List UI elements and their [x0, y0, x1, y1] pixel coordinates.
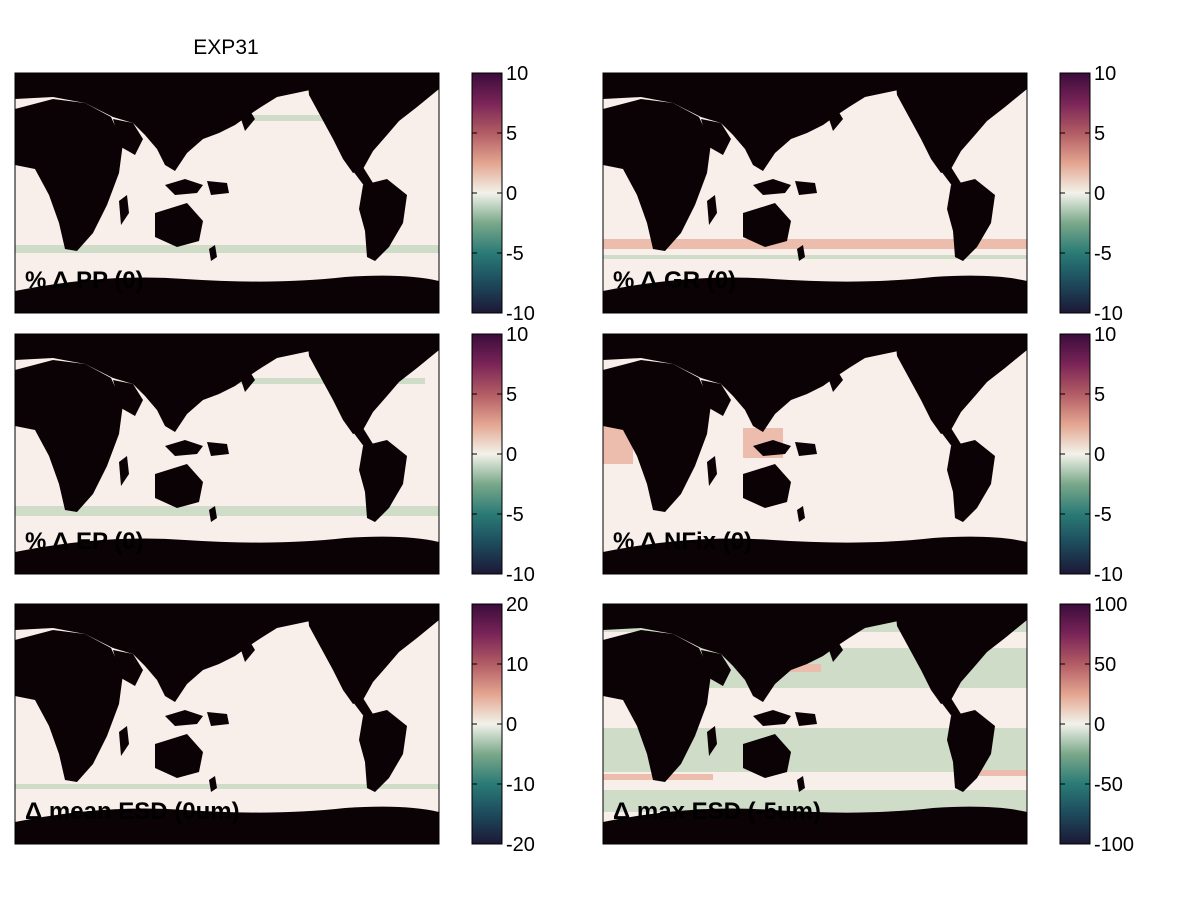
- anomaly-band: [603, 239, 1027, 249]
- colorbar-tick-label: -10: [506, 564, 535, 586]
- colorbar-tick-label: -10: [506, 303, 535, 325]
- anomaly-band: [973, 770, 1027, 776]
- colorbar-tick-label: -10: [1094, 303, 1123, 325]
- anomaly-band: [15, 245, 439, 253]
- colorbar-tick-label: -100: [1094, 834, 1134, 856]
- colorbar-tick-label: 10: [1094, 324, 1116, 346]
- map-panel: Δ mean ESD (0um): [14, 603, 440, 845]
- colorbar-tick-label: 10: [506, 654, 528, 676]
- map-frame: [14, 603, 440, 845]
- colorbar-tick-label: -5: [506, 243, 524, 265]
- colorbar: 100 50 0 -50 -100: [1059, 594, 1134, 856]
- colorbar-tick-label: 20: [506, 594, 528, 616]
- colorbar-tick-label: 5: [506, 123, 517, 145]
- anomaly-band: [603, 255, 1027, 259]
- map-panel: % Δ EP (0): [14, 333, 440, 575]
- colorbar: 10 5 0 -5 -10: [1059, 324, 1123, 586]
- colorbar-tick-label: -10: [506, 774, 535, 796]
- colorbar-tick-label: -10: [1094, 564, 1123, 586]
- anomaly-band: [15, 784, 439, 789]
- anomaly-band: [15, 506, 439, 516]
- map-panel: % Δ NFix (0): [602, 333, 1028, 575]
- colorbar-tick-label: -5: [1094, 504, 1112, 526]
- colorbar-tick-label: 5: [506, 384, 517, 406]
- map-frame: [602, 333, 1028, 575]
- colorbar-tick-label: 0: [506, 714, 517, 736]
- map-panel: % Δ PP (0): [14, 72, 440, 314]
- colorbar-tick-label: 0: [506, 444, 517, 466]
- panel-label: % Δ EP (0): [25, 528, 144, 555]
- colorbar-tick-label: 0: [1094, 183, 1105, 205]
- panel-label: % Δ PP (0): [25, 267, 144, 294]
- anomaly-band: [165, 378, 425, 384]
- colorbar-tick-label: 0: [1094, 714, 1105, 736]
- anomaly-band: [165, 115, 365, 121]
- map-panel: Δ max ESD (-5um): [602, 603, 1028, 845]
- map-frame: [602, 603, 1028, 845]
- map-frame: [14, 72, 440, 314]
- panel-label: Δ mean ESD (0um): [25, 798, 240, 825]
- colorbar-tick-label: 10: [506, 63, 528, 85]
- panel-label: % Δ NFix (0): [613, 528, 752, 555]
- colorbar-tick-label: 50: [1094, 654, 1116, 676]
- map-frame: [14, 333, 440, 575]
- map-frame: [602, 72, 1028, 314]
- colorbar: 10 5 0 -5 -10: [471, 63, 535, 325]
- colorbar-tick-label: 5: [1094, 384, 1105, 406]
- colorbar: 20 10 0 -10 -20: [471, 594, 535, 856]
- anomaly-band: [603, 790, 1027, 812]
- colorbar-tick-label: 10: [506, 324, 528, 346]
- panel-label: Δ max ESD (-5um): [613, 798, 821, 825]
- colorbar-tick-label: -50: [1094, 774, 1123, 796]
- colorbar-tick-label: -20: [506, 834, 535, 856]
- colorbar-tick-label: -5: [1094, 243, 1112, 265]
- panel-label: % Δ GR (0): [613, 267, 736, 294]
- colorbar-tick-label: 0: [506, 183, 517, 205]
- colorbar-tick-label: 0: [1094, 444, 1105, 466]
- colorbar: 10 5 0 -5 -10: [471, 324, 535, 586]
- colorbar-tick-label: -5: [506, 504, 524, 526]
- colorbar: 10 5 0 -5 -10: [1059, 63, 1123, 325]
- colorbar-tick-label: 100: [1094, 594, 1127, 616]
- map-panel: % Δ GR (0): [602, 72, 1028, 314]
- colorbar-tick-label: 5: [1094, 123, 1105, 145]
- colorbar-tick-label: 10: [1094, 63, 1116, 85]
- figure-title: EXP31: [193, 36, 258, 59]
